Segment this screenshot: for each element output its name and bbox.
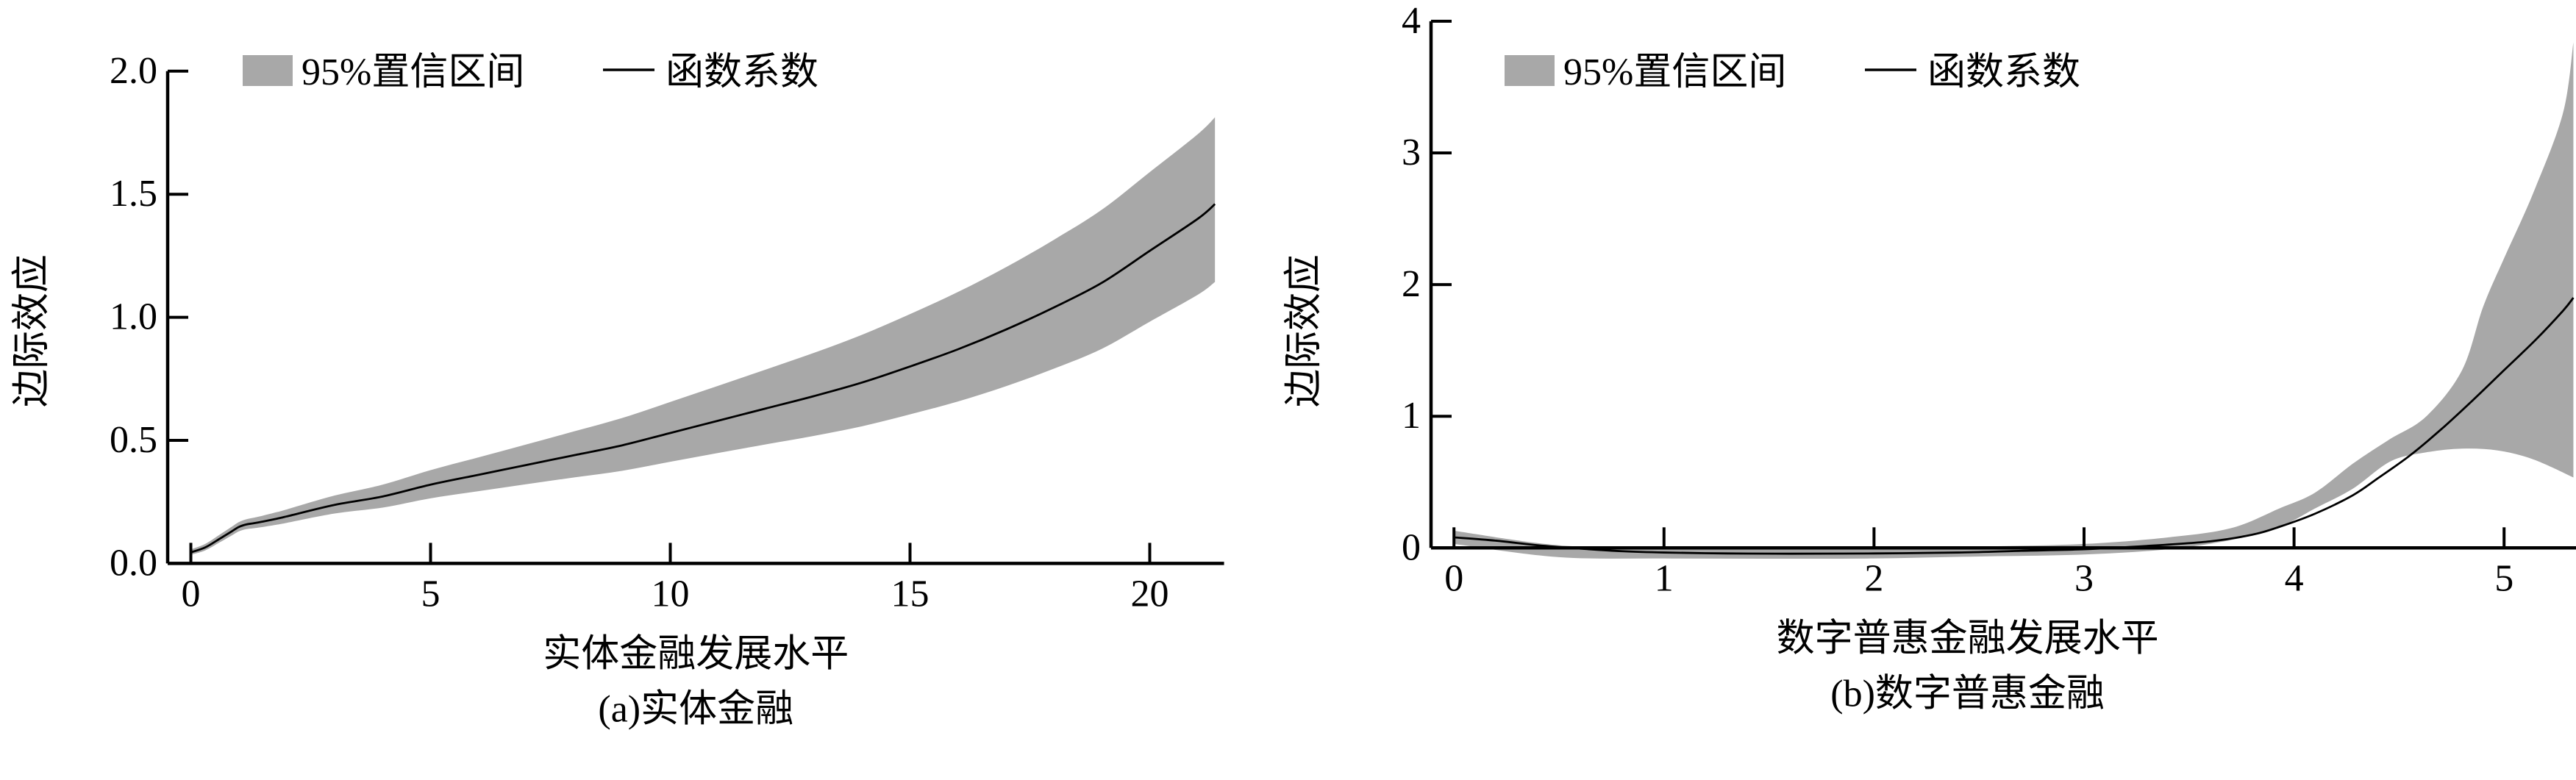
- svg-text:95%置信区间: 95%置信区间: [1563, 51, 1786, 93]
- svg-text:1.5: 1.5: [110, 173, 157, 215]
- svg-text:函数系数: 函数系数: [666, 51, 818, 93]
- svg-text:0: 0: [1402, 526, 1421, 568]
- svg-text:0.5: 0.5: [110, 419, 157, 461]
- svg-text:函数系数: 函数系数: [1927, 51, 2080, 93]
- svg-text:4: 4: [2285, 557, 2304, 599]
- svg-text:1: 1: [1655, 557, 1674, 599]
- svg-text:2.0: 2.0: [110, 50, 157, 92]
- svg-text:20: 20: [1131, 573, 1169, 615]
- svg-text:4: 4: [1402, 0, 1421, 42]
- svg-text:5: 5: [2494, 557, 2513, 599]
- svg-text:(a)实体金融: (a)实体金融: [598, 688, 793, 730]
- svg-text:(b)数字普惠金融: (b)数字普惠金融: [1830, 673, 2105, 715]
- svg-text:实体金融发展水平: 实体金融发展水平: [543, 633, 849, 675]
- svg-text:0.0: 0.0: [110, 542, 157, 584]
- svg-text:3: 3: [2074, 557, 2094, 599]
- svg-text:数字普惠金融发展水平: 数字普惠金融发展水平: [1777, 618, 2159, 659]
- svg-text:0: 0: [182, 573, 201, 615]
- svg-text:0: 0: [1444, 557, 1463, 599]
- svg-text:95%置信区间: 95%置信区间: [302, 51, 524, 93]
- svg-text:3: 3: [1402, 132, 1421, 173]
- svg-text:边际效应: 边际效应: [11, 254, 53, 407]
- svg-text:2: 2: [1864, 557, 1883, 599]
- svg-text:5: 5: [421, 573, 440, 615]
- svg-text:2: 2: [1402, 263, 1421, 305]
- svg-text:边际效应: 边际效应: [1283, 254, 1325, 407]
- svg-text:15: 15: [891, 573, 930, 615]
- svg-text:10: 10: [652, 573, 690, 615]
- svg-text:1: 1: [1402, 395, 1421, 437]
- svg-text:1.0: 1.0: [110, 296, 157, 338]
